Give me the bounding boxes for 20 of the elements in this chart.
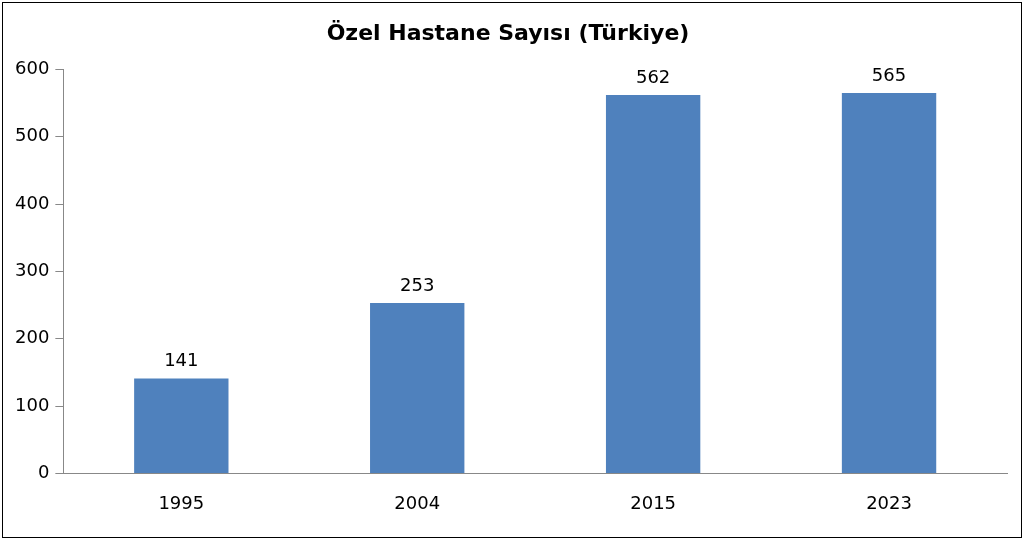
bar (841, 92, 937, 473)
y-tick-label: 200 (15, 326, 50, 348)
x-tick-label: 2015 (630, 491, 677, 513)
data-label: 253 (400, 273, 435, 295)
bar (134, 378, 229, 473)
x-tick-label: 1995 (158, 491, 205, 513)
data-label: 562 (635, 65, 671, 87)
y-tick-label: 0 (37, 461, 50, 483)
y-tick-label: 500 (15, 124, 50, 146)
y-tick-label: 300 (15, 259, 50, 281)
x-tick-label: 2004 (394, 491, 441, 513)
chart-title: Özel Hastane Sayısı (Türkiye) (326, 19, 690, 45)
x-tick-label: 2023 (866, 491, 912, 513)
data-label: 565 (871, 63, 907, 85)
y-tick-label: 400 (15, 191, 50, 213)
bar (605, 94, 701, 473)
bar (370, 303, 465, 473)
data-label: 141 (164, 349, 199, 371)
y-tick-label: 100 (15, 393, 50, 415)
y-tick-label: 600 (15, 57, 50, 79)
